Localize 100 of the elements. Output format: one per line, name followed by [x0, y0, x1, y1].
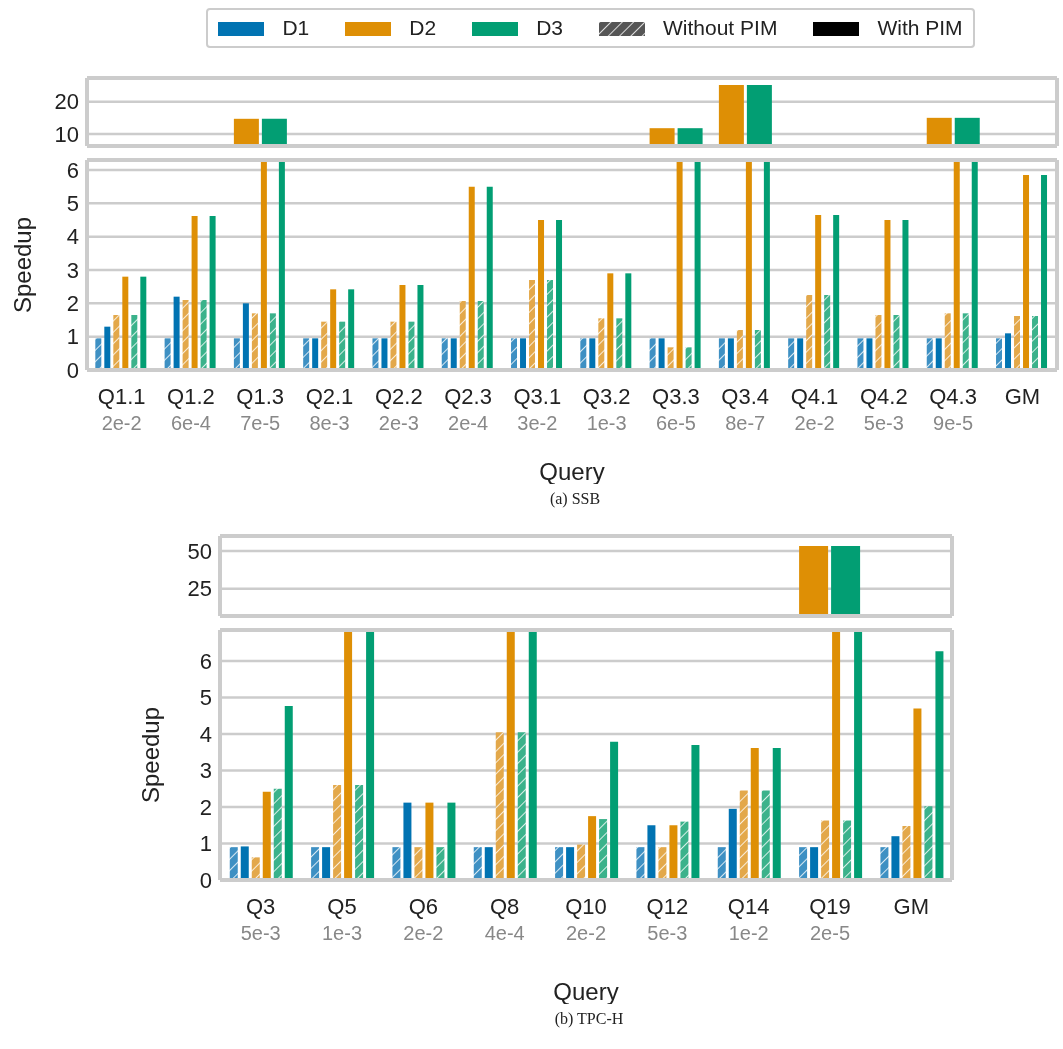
bar — [441, 338, 448, 370]
bar — [191, 216, 198, 370]
x-tick-label: Q1.2 6e-4 — [167, 384, 215, 434]
bar — [262, 791, 271, 880]
y-tick-label: 0 — [199, 867, 212, 893]
bar — [589, 338, 596, 370]
bar — [240, 846, 249, 880]
bar — [580, 338, 587, 370]
y-tick-label: 10 — [54, 121, 79, 147]
x-tick-label: Q3.3 6e-5 — [652, 384, 700, 434]
bar — [902, 825, 911, 880]
bar — [667, 347, 674, 370]
y-axis-title: Speedup — [8, 216, 36, 314]
bar — [658, 847, 667, 880]
bar — [506, 630, 515, 880]
bar — [229, 847, 238, 880]
bar — [810, 847, 819, 880]
bar — [598, 318, 605, 370]
bar — [754, 330, 761, 370]
bar — [669, 825, 678, 880]
bar — [173, 296, 180, 370]
x-tick-label: Q3 5e-3 — [240, 894, 281, 944]
bar — [944, 313, 951, 370]
bar — [727, 338, 734, 370]
x-tick-label: Q4.1 2e-2 — [790, 384, 839, 434]
bar — [529, 280, 536, 370]
bar — [403, 802, 412, 880]
bar — [425, 802, 434, 880]
bar — [1014, 316, 1021, 370]
bar — [140, 276, 147, 370]
bar — [547, 280, 554, 370]
bar — [278, 160, 285, 370]
bar — [555, 847, 564, 880]
bar — [750, 747, 759, 880]
bar — [348, 289, 355, 370]
bar — [680, 821, 689, 880]
bar — [843, 820, 852, 880]
bar — [815, 215, 822, 370]
bar — [511, 338, 518, 370]
bar — [649, 338, 656, 370]
x-tick-label: Q3.4 8e-7 — [721, 384, 770, 434]
bar — [833, 215, 840, 370]
bar — [797, 338, 804, 370]
bar — [566, 847, 575, 880]
bar — [95, 338, 102, 370]
bar — [556, 220, 563, 370]
bar — [588, 816, 597, 880]
bar — [676, 160, 683, 370]
x-tick-label: Q14 1e-2 — [727, 894, 770, 944]
bar — [691, 744, 700, 880]
bar — [344, 630, 353, 880]
legend-label: D3 — [535, 16, 564, 40]
y-tick-label: 2 — [66, 291, 79, 317]
bar — [468, 186, 475, 370]
bar — [772, 747, 781, 880]
bar — [924, 806, 933, 880]
x-tick-label: Q6 2e-2 — [403, 894, 444, 944]
bar — [473, 847, 482, 880]
bar — [935, 338, 942, 370]
y-tick-label: 3 — [199, 758, 212, 784]
bar — [242, 303, 249, 370]
bar — [330, 289, 337, 370]
bar — [806, 295, 813, 370]
bar — [832, 630, 841, 880]
text: Without PIM — [662, 16, 778, 40]
bar — [495, 732, 504, 880]
bar — [339, 321, 346, 370]
legend-label: D1 — [281, 16, 310, 40]
bar — [891, 836, 900, 880]
bar — [311, 847, 320, 880]
bar — [728, 808, 737, 880]
bar — [273, 788, 282, 880]
bar — [390, 321, 397, 370]
bar — [284, 705, 293, 880]
bar — [880, 847, 889, 880]
x-tick-label: Q3.1 3e-2 — [513, 384, 562, 434]
bar — [417, 285, 424, 370]
bar — [414, 847, 423, 880]
y-tick-label: 6 — [66, 157, 79, 183]
bar — [251, 857, 260, 880]
bar — [392, 847, 401, 880]
bar — [962, 313, 969, 370]
bar — [685, 347, 692, 370]
bar — [408, 321, 415, 370]
bar — [209, 216, 216, 370]
bar — [926, 338, 933, 370]
x-tick-label: Q19 2e-5 — [809, 894, 851, 944]
bar — [857, 338, 864, 370]
bar — [164, 338, 171, 370]
y-tick-label: 5 — [199, 685, 212, 711]
bar — [528, 630, 537, 880]
bar — [913, 708, 922, 880]
bar — [333, 785, 342, 880]
bar — [182, 300, 189, 370]
x-tick-label: Q12 5e-3 — [646, 894, 689, 944]
bar — [104, 326, 111, 370]
legend-label: D2 — [408, 16, 437, 40]
y-tick-label: 1 — [66, 324, 79, 350]
y-tick-label: 4 — [66, 224, 79, 250]
bar — [866, 338, 873, 370]
